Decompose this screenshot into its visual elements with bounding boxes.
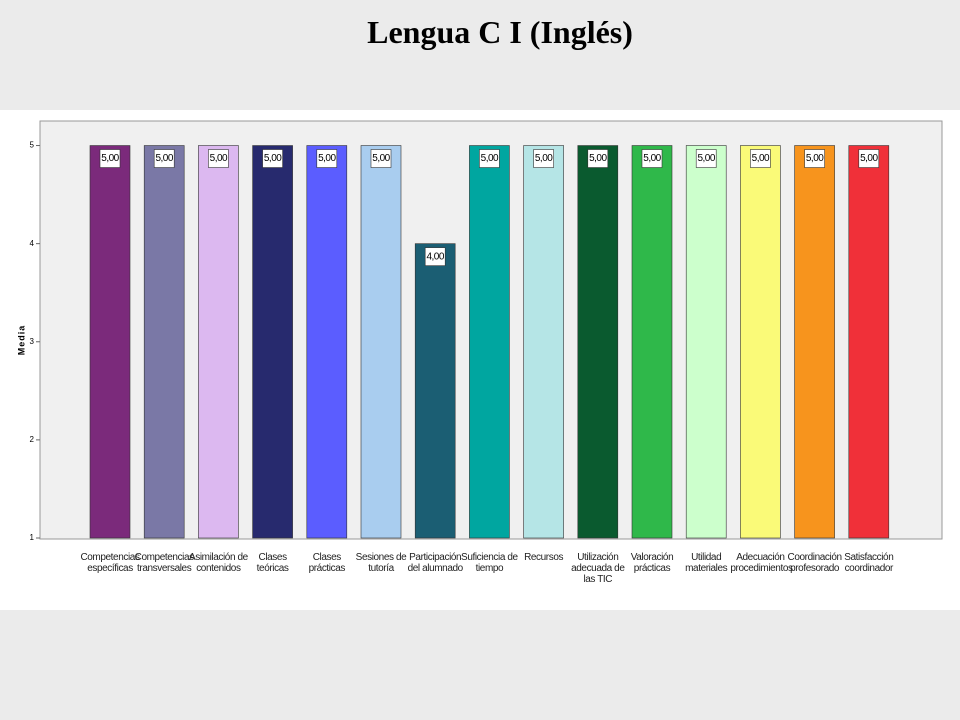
bar (631, 145, 673, 539)
value-label-box (533, 149, 554, 168)
chart-title: Lengua C I (Inglés) (367, 14, 633, 50)
chart-panel: Media 1 2 3 4 5 5,00 5,00 5,00 5,00 5,00 5,00 4,00 5… (0, 110, 960, 610)
x-tick-label: Recursos (524, 552, 564, 563)
x-tick-label: Clases teóricas (256, 552, 289, 574)
bar (577, 145, 619, 539)
value-label-box (424, 247, 446, 266)
chart: Media 1 2 3 4 5 5,00 5,00 5,00 5,00 5,00 5,00 4,00 5… (16, 120, 943, 542)
value-label-box (695, 149, 717, 168)
bar (740, 145, 781, 539)
bar (252, 145, 293, 539)
bar (414, 243, 456, 539)
x-tick-label: Coordinación profesorado (787, 552, 843, 574)
value-label-box (804, 149, 825, 168)
value-label-box (208, 149, 229, 168)
value-label-box (750, 149, 771, 168)
y-tick-label: 2 (30, 435, 35, 444)
y-tick-label: 5 (30, 141, 35, 150)
value-label: 5,00 (210, 153, 228, 164)
y-tick-label: 4 (30, 239, 35, 248)
bar (685, 145, 727, 539)
x-tick-label: Clases prácticas (308, 552, 346, 574)
bar (143, 145, 185, 539)
bar (848, 145, 890, 539)
value-label: 5,00 (481, 153, 499, 164)
value-label: 5,00 (155, 153, 173, 164)
value-label-box (858, 149, 880, 168)
x-tick-label: Participación del alumnado (407, 552, 464, 574)
bar (89, 145, 131, 539)
x-tick-label: Utilidad materiales (685, 552, 728, 574)
x-tick-label: Satisfacción coordinador (844, 552, 894, 574)
x-tick-label: Utilización adecuada de las TIC (571, 552, 625, 585)
value-label: 5,00 (806, 153, 824, 164)
value-label-box (262, 149, 283, 168)
bar (198, 145, 239, 539)
value-label: 5,00 (372, 153, 390, 164)
value-label-box (587, 149, 609, 168)
value-label: 5,00 (101, 153, 119, 164)
bar (306, 145, 348, 539)
value-label: 5,00 (589, 153, 607, 164)
value-label-box (479, 149, 500, 168)
x-tick-label: Valoración prácticas (630, 552, 674, 574)
value-label: 5,00 (860, 153, 878, 164)
value-label: 5,00 (697, 153, 715, 164)
value-label: 5,00 (643, 153, 661, 164)
value-label-box (370, 149, 392, 168)
x-tick-label: Adecuación procedimientos (730, 552, 793, 574)
value-label: 4,00 (426, 251, 444, 262)
y-tick-label: 3 (30, 337, 35, 346)
value-label-box (316, 149, 338, 168)
y-axis-label: Media (16, 325, 26, 356)
y-tick-label: 1 (30, 533, 35, 542)
value-label-box (153, 149, 175, 168)
x-tick-label: Sesiones de tutoría (355, 552, 407, 574)
bar (794, 145, 835, 539)
bar (469, 145, 510, 539)
x-tick-label: Suficiencia de tiempo (461, 552, 518, 574)
value-label-box (99, 149, 121, 168)
value-label-box (641, 149, 663, 168)
bar (523, 145, 564, 539)
x-tick-label: Asimilación de contenidos (188, 552, 248, 574)
x-tick-label: Competencias específicas (80, 552, 140, 574)
value-label: 5,00 (264, 153, 282, 164)
x-tick-label: Competencias transversales (134, 552, 195, 574)
bar (360, 145, 402, 539)
value-label: 5,00 (318, 153, 336, 164)
value-label: 5,00 (535, 153, 553, 164)
value-label: 5,00 (752, 153, 770, 164)
